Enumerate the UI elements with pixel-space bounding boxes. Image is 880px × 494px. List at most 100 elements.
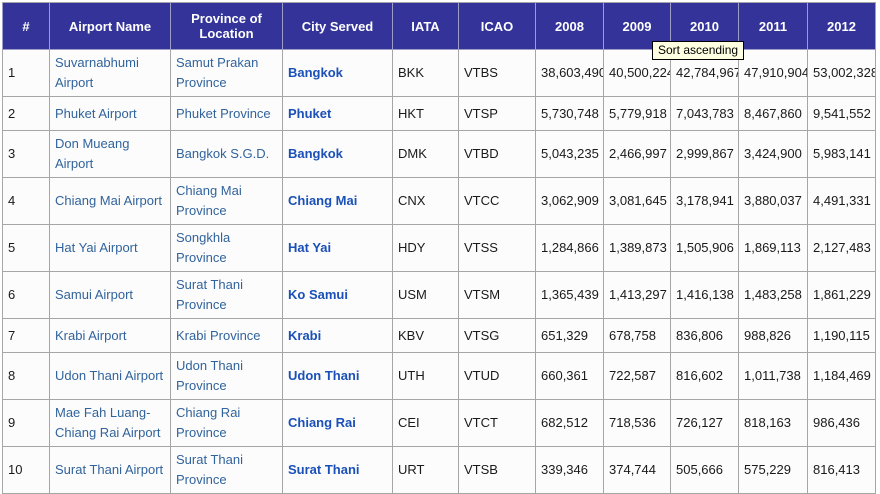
table-row: 2 Phuket Airport Phuket Province Phuket …: [2, 96, 876, 131]
column-header-icao[interactable]: ICAO: [458, 2, 536, 50]
province-cell: Udon Thani Province: [170, 352, 283, 400]
province-link[interactable]: Surat Thani Province: [176, 277, 243, 312]
city-link[interactable]: Ko Samui: [288, 287, 348, 302]
passengers-2010-cell: 505,666: [670, 446, 739, 494]
province-link[interactable]: Surat Thani Province: [176, 452, 243, 487]
passengers-2011-cell: 8,467,860: [738, 96, 808, 131]
city-link[interactable]: Krabi: [288, 327, 322, 343]
city-link[interactable]: Udon Thani: [288, 368, 360, 383]
table-row: 3 Don Mueang Airport Bangkok S.G.D. Bang…: [2, 130, 876, 178]
rank-cell: 3: [2, 130, 50, 178]
city-link[interactable]: Bangkok: [288, 146, 343, 161]
passengers-2010-cell: 3,178,941: [670, 177, 739, 225]
city-served-cell: Surat Thani: [282, 446, 393, 494]
column-header-airport-name[interactable]: Airport Name: [49, 2, 171, 50]
province-cell: Krabi Province: [170, 318, 283, 353]
province-cell: Surat Thani Province: [170, 271, 283, 319]
airport-link[interactable]: Surat Thani Airport: [55, 462, 164, 477]
passengers-2010-cell: 7,043,783: [670, 96, 739, 131]
city-link[interactable]: Chiang Mai: [288, 193, 358, 208]
province-cell: Songkhla Province: [170, 224, 283, 272]
province-link[interactable]: Chiang Rai Province: [176, 405, 241, 440]
province-cell: Chiang Mai Province: [170, 177, 283, 225]
province-link[interactable]: Phuket Province: [176, 105, 271, 121]
province-cell: Chiang Rai Province: [170, 399, 283, 447]
rank-cell: 9: [2, 399, 50, 447]
airport-link[interactable]: Chiang Mai Airport: [55, 193, 162, 208]
city-served-cell: Udon Thani: [282, 352, 393, 400]
passengers-2010-cell: 836,806: [670, 318, 739, 353]
icao-cell: VTSB: [458, 446, 536, 494]
province-cell: Surat Thani Province: [170, 446, 283, 494]
airport-name-cell: Mae Fah Luang-Chiang Rai Airport: [49, 399, 171, 447]
iata-cell: URT: [392, 446, 459, 494]
passengers-2008-cell: 3,062,909: [535, 177, 604, 225]
province-cell: Phuket Province: [170, 96, 283, 131]
passengers-2011-cell: 1,011,738: [738, 352, 808, 400]
column-header-2009[interactable]: 2009: [603, 2, 671, 50]
airport-link[interactable]: Suvarnabhumi Airport: [55, 55, 139, 90]
passengers-2012-cell: 53,002,328: [807, 49, 876, 97]
city-link[interactable]: Bangkok: [288, 65, 343, 80]
passengers-2009-cell: 678,758: [603, 318, 671, 353]
column-header-2008[interactable]: 2008: [535, 2, 604, 50]
city-served-cell: Hat Yai: [282, 224, 393, 272]
airport-link[interactable]: Krabi Airport: [55, 327, 127, 343]
province-link[interactable]: Samut Prakan Province: [176, 55, 259, 90]
passengers-2012-cell: 4,491,331: [807, 177, 876, 225]
city-link[interactable]: Surat Thani: [288, 462, 360, 477]
passengers-2011-cell: 818,163: [738, 399, 808, 447]
table-row: 10 Surat Thani Airport Surat Thani Provi…: [2, 446, 876, 494]
airport-link[interactable]: Hat Yai Airport: [55, 240, 138, 255]
city-link[interactable]: Chiang Rai: [288, 415, 356, 430]
passengers-2008-cell: 5,043,235: [535, 130, 604, 178]
passengers-2012-cell: 5,983,141: [807, 130, 876, 178]
city-served-cell: Phuket: [282, 96, 393, 131]
table-row: 8 Udon Thani Airport Udon Thani Province…: [2, 352, 876, 400]
passengers-2010-cell: 2,999,867: [670, 130, 739, 178]
column-header-province-of-location[interactable]: Province of Location: [170, 2, 283, 50]
airport-link[interactable]: Phuket Airport: [55, 105, 137, 121]
iata-cell: CNX: [392, 177, 459, 225]
table-row: 4 Chiang Mai Airport Chiang Mai Province…: [2, 177, 876, 225]
passengers-2008-cell: 660,361: [535, 352, 604, 400]
rank-cell: 5: [2, 224, 50, 272]
province-link[interactable]: Udon Thani Province: [176, 358, 243, 393]
icao-cell: VTSM: [458, 271, 536, 319]
passengers-2011-cell: 1,869,113: [738, 224, 808, 272]
province-link[interactable]: Bangkok S.G.D.: [176, 146, 270, 161]
column-header-2012[interactable]: 2012: [807, 2, 876, 50]
iata-cell: UTH: [392, 352, 459, 400]
province-link[interactable]: Krabi Province: [176, 327, 261, 343]
table-row: 9 Mae Fah Luang-Chiang Rai Airport Chian…: [2, 399, 876, 447]
sort-tooltip: Sort ascending: [652, 41, 745, 60]
passengers-2008-cell: 1,365,439: [535, 271, 604, 319]
province-cell: Samut Prakan Province: [170, 49, 283, 97]
rank-cell: 1: [2, 49, 50, 97]
passengers-2009-cell: 374,744: [603, 446, 671, 494]
airport-link[interactable]: Samui Airport: [55, 287, 134, 302]
airport-name-cell: Hat Yai Airport: [49, 224, 171, 272]
column-header-[interactable]: #: [2, 2, 50, 50]
airport-name-cell: Surat Thani Airport: [49, 446, 171, 494]
city-link[interactable]: Hat Yai: [288, 240, 332, 255]
rank-cell: 6: [2, 271, 50, 319]
city-served-cell: Chiang Rai: [282, 399, 393, 447]
airport-link[interactable]: Don Mueang Airport: [55, 136, 130, 171]
passengers-2009-cell: 1,389,873: [603, 224, 671, 272]
airport-link[interactable]: Udon Thani Airport: [55, 368, 164, 383]
table-row: 1 Suvarnabhumi Airport Samut Prakan Prov…: [2, 49, 876, 97]
column-header-city-served[interactable]: City Served: [282, 2, 393, 50]
airport-link[interactable]: Mae Fah Luang-Chiang Rai Airport: [55, 405, 161, 440]
passengers-2011-cell: 3,424,900: [738, 130, 808, 178]
passengers-2008-cell: 651,329: [535, 318, 604, 353]
column-header-2011[interactable]: 2011: [738, 2, 808, 50]
iata-cell: DMK: [392, 130, 459, 178]
passengers-2012-cell: 986,436: [807, 399, 876, 447]
passengers-2009-cell: 718,536: [603, 399, 671, 447]
column-header-iata[interactable]: IATA: [392, 2, 459, 50]
passengers-2010-cell: 726,127: [670, 399, 739, 447]
province-link[interactable]: Songkhla Province: [176, 230, 231, 265]
province-link[interactable]: Chiang Mai Province: [176, 183, 242, 218]
city-link[interactable]: Phuket: [288, 105, 332, 121]
